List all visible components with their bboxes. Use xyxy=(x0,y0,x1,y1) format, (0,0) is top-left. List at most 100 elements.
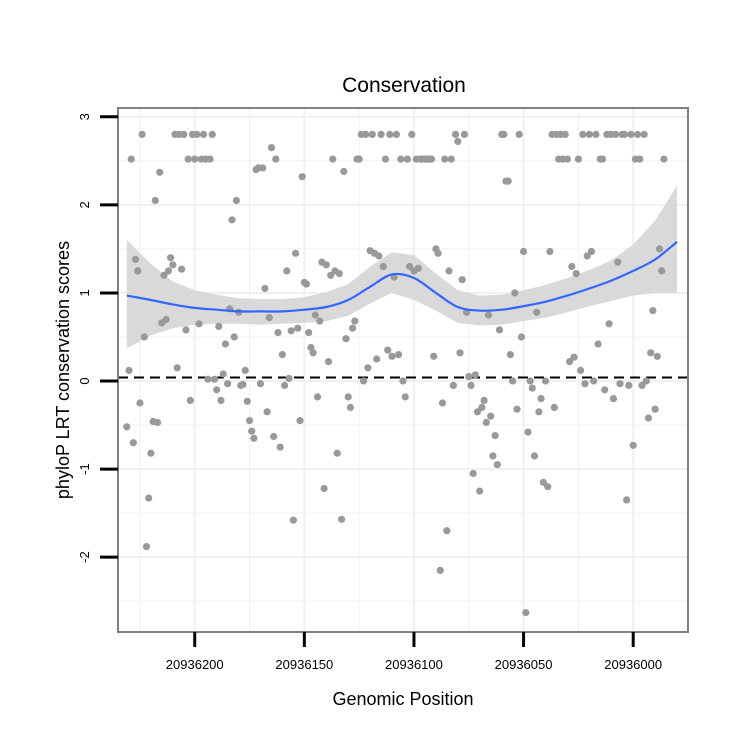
data-point xyxy=(401,393,409,401)
data-point xyxy=(329,155,337,163)
data-point xyxy=(399,377,407,385)
data-point xyxy=(184,155,192,163)
data-point xyxy=(487,412,495,420)
data-point xyxy=(173,364,181,372)
data-point xyxy=(388,352,396,360)
data-point xyxy=(278,351,286,359)
data-point xyxy=(274,329,282,337)
data-point xyxy=(368,130,376,138)
data-point xyxy=(125,366,133,374)
data-point xyxy=(169,261,177,269)
data-point xyxy=(598,155,607,163)
data-point xyxy=(465,373,473,381)
data-point xyxy=(224,380,232,388)
x-tick-label: 20936100 xyxy=(385,657,443,672)
data-point xyxy=(276,443,284,451)
data-point xyxy=(131,255,140,264)
data-point xyxy=(349,324,357,332)
data-point xyxy=(625,381,633,389)
data-point xyxy=(590,377,598,385)
data-point xyxy=(647,349,655,357)
smooth-line xyxy=(126,241,678,313)
data-point xyxy=(344,393,352,401)
data-point xyxy=(351,317,359,325)
data-point xyxy=(581,380,589,388)
data-point xyxy=(311,311,319,319)
data-point xyxy=(160,271,168,279)
data-point xyxy=(384,346,392,354)
data-point xyxy=(482,418,490,426)
data-point xyxy=(283,267,291,275)
data-point xyxy=(623,496,631,504)
data-point xyxy=(452,130,460,138)
data-point xyxy=(476,487,484,495)
data-point xyxy=(259,164,267,172)
data-point xyxy=(364,364,372,372)
x-tick-label: 20936000 xyxy=(604,657,662,672)
data-point xyxy=(151,196,159,205)
data-point xyxy=(285,374,293,382)
data-point xyxy=(561,130,569,138)
y-tick-label: 1 xyxy=(77,289,92,296)
data-point xyxy=(305,329,313,337)
data-point xyxy=(386,130,394,138)
data-point xyxy=(436,566,444,575)
y-tick-label: 0 xyxy=(77,377,92,384)
data-point xyxy=(660,155,668,163)
data-point xyxy=(129,439,137,447)
data-point xyxy=(535,408,543,416)
data-point xyxy=(533,308,541,316)
data-point xyxy=(491,432,499,440)
data-point xyxy=(620,130,629,138)
data-point xyxy=(441,155,449,163)
y-tick-label: 3 xyxy=(77,113,92,120)
data-point xyxy=(644,414,653,422)
data-point xyxy=(245,417,254,425)
data-point xyxy=(186,396,194,404)
data-point xyxy=(550,403,558,411)
data-point xyxy=(517,333,526,341)
data-point xyxy=(484,311,493,319)
data-point xyxy=(162,315,170,323)
data-point xyxy=(594,340,602,348)
data-point xyxy=(145,494,153,502)
x-tick-label: 20936050 xyxy=(495,657,553,672)
data-point xyxy=(338,515,346,523)
data-point xyxy=(342,335,350,343)
data-point xyxy=(568,262,576,271)
data-point xyxy=(614,258,622,266)
data-point xyxy=(506,351,514,359)
y-axis-title: phyloP LRT conservation scores xyxy=(53,241,73,499)
data-point xyxy=(320,484,328,493)
data-point xyxy=(289,516,297,524)
data-point xyxy=(456,349,464,357)
data-point xyxy=(454,137,462,146)
data-point xyxy=(504,177,512,185)
data-point xyxy=(322,261,330,269)
data-point xyxy=(449,381,457,389)
data-point xyxy=(638,381,646,389)
data-point xyxy=(520,247,528,256)
data-point xyxy=(272,155,280,163)
data-point xyxy=(123,423,131,431)
data-point xyxy=(316,317,324,325)
data-point xyxy=(265,314,273,322)
data-point xyxy=(340,167,348,175)
data-point xyxy=(221,340,229,348)
data-point xyxy=(164,267,172,275)
y-tick-label: -2 xyxy=(77,551,92,563)
data-point xyxy=(438,399,447,407)
data-point xyxy=(355,155,363,163)
data-point xyxy=(241,366,249,374)
data-point xyxy=(544,483,552,491)
data-point xyxy=(219,370,227,378)
data-point xyxy=(658,267,666,275)
data-point xyxy=(403,155,411,163)
data-point xyxy=(655,245,664,253)
data-point xyxy=(204,375,212,383)
data-point xyxy=(513,405,521,413)
y-axis: -2 -1 0 1 2 3 xyxy=(77,113,118,563)
plot-frame xyxy=(117,107,689,633)
data-point xyxy=(480,396,488,404)
